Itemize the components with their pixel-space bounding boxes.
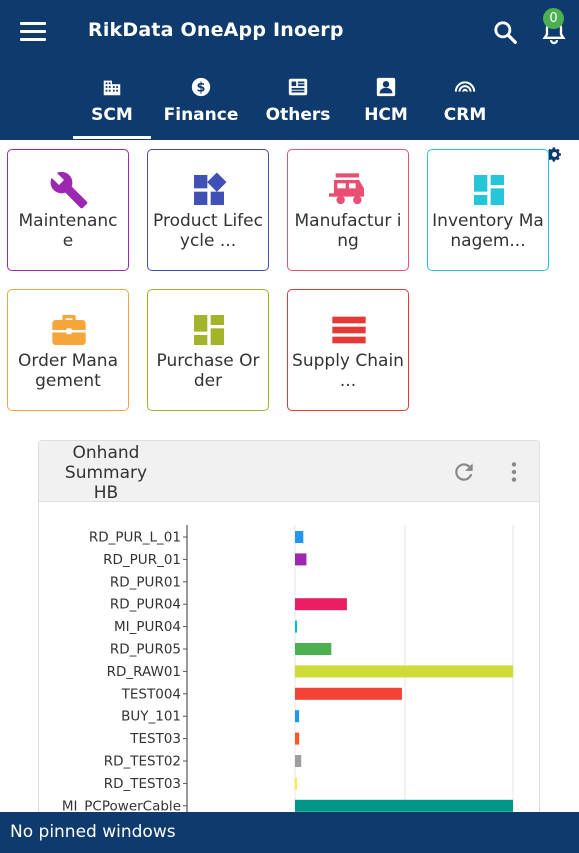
tick-label: RD_PUR_L_01 — [89, 530, 181, 546]
person-badge-icon — [376, 77, 396, 97]
bar — [295, 531, 304, 543]
widgets-icon — [194, 172, 227, 205]
tile-supply-chain[interactable]: Supply Chain ... — [287, 289, 409, 411]
card-header: Onhand Summary HB — [39, 441, 539, 503]
app-title: RikData OneApp Inoerp — [88, 19, 344, 41]
tick-label: RD_RAW01 — [107, 664, 181, 680]
tick-label: RD_TEST03 — [104, 776, 181, 792]
bar — [295, 553, 307, 566]
tab-hcm[interactable]: HCM — [356, 76, 416, 138]
tile-manufacturing[interactable]: Manufactur ing — [287, 149, 409, 271]
tile-label: Supply Chain ... — [292, 351, 404, 391]
svg-text:$: $ — [197, 81, 206, 96]
lines-icon — [332, 316, 366, 344]
bar — [295, 799, 513, 812]
bar — [295, 755, 302, 767]
bar — [295, 598, 347, 611]
dashboard-icon — [474, 175, 504, 205]
search-icon[interactable] — [492, 19, 518, 45]
tick-label: RD_PUR_01 — [103, 552, 181, 568]
dollar-icon: $ — [191, 77, 211, 97]
wrench-icon — [50, 171, 88, 209]
tick-label: TEST004 — [121, 686, 181, 702]
bar — [295, 665, 513, 678]
tile-label: Order Mana gement — [18, 351, 118, 391]
card-title: Onhand Summary HB — [64, 443, 148, 503]
list-icon — [288, 78, 308, 96]
briefcase-icon — [52, 315, 86, 345]
tab-label: Others — [265, 105, 331, 125]
tile-label: Purchase Order — [156, 351, 260, 391]
rv-trailer-icon — [329, 173, 364, 205]
tick-label: BUY_101 — [121, 709, 181, 725]
top-app-bar: RikData OneApp Inoerp 0 SCM $ Finance Ot… — [0, 0, 579, 140]
bar — [295, 732, 300, 745]
tile-maintenance[interactable]: Maintenanc e — [7, 149, 129, 271]
tick-label: MI_PUR04 — [114, 619, 181, 635]
tick-label: RD_PUR01 — [110, 574, 181, 590]
settings-gear-icon[interactable] — [546, 146, 563, 163]
bar — [295, 687, 402, 700]
more-vert-icon[interactable] — [505, 459, 523, 485]
onhand-summary-card: Onhand Summary HB RD_PUR_L_01 RD_PUR_01 RD… — [38, 440, 540, 820]
tab-scm[interactable]: SCM — [73, 76, 151, 139]
menu-icon[interactable] — [20, 22, 46, 42]
bar — [295, 620, 297, 633]
tab-crm[interactable]: CRM — [436, 76, 494, 138]
tile-order-management[interactable]: Order Mana gement — [7, 289, 129, 411]
tab-label: HCM — [364, 105, 408, 125]
tab-label: Finance — [163, 105, 239, 125]
tile-purchase-order[interactable]: Purchase Order — [147, 289, 269, 411]
tab-label: CRM — [443, 105, 487, 125]
signal-arc-icon — [454, 81, 476, 92]
tab-finance[interactable]: $ Finance — [162, 76, 240, 138]
tick-label: TEST03 — [129, 731, 181, 747]
bar — [295, 777, 298, 790]
tick-label: MI_PCPowerCable — [62, 798, 181, 814]
tile-product-lifecycle[interactable]: Product Lifecycle ... — [147, 149, 269, 271]
refresh-icon[interactable] — [451, 459, 477, 485]
tile-label: Maintenanc e — [18, 211, 118, 251]
onhand-bar-chart: RD_PUR_L_01 RD_PUR_01 RD_PUR01 RD_PUR04 MI_P… — [62, 525, 514, 819]
tick-label: RD_PUR05 — [110, 642, 181, 658]
pinned-windows-text: No pinned windows — [10, 822, 176, 842]
tile-label: Inventory Managem... — [432, 211, 544, 251]
tile-inventory-management[interactable]: Inventory Managem... — [427, 149, 549, 271]
bar — [295, 710, 300, 723]
bar — [295, 643, 332, 655]
tab-label: SCM — [91, 105, 133, 125]
pinned-windows-bar: No pinned windows — [0, 812, 579, 853]
tab-others[interactable]: Others — [262, 76, 334, 138]
tick-label: RD_PUR04 — [110, 597, 181, 613]
tile-label: Manufactur ing — [294, 211, 402, 251]
building-icon — [103, 80, 121, 96]
tick-label: RD_TEST02 — [104, 754, 181, 770]
grid-icon — [194, 315, 224, 345]
tile-label: Product Lifecycle ... — [153, 211, 263, 251]
notification-count-badge: 0 — [543, 8, 564, 29]
